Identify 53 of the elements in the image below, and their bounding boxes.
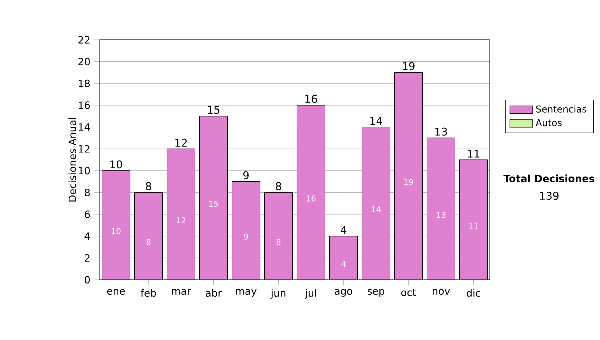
y-tick-label: 20	[78, 58, 90, 66]
data-label: 16	[307, 196, 316, 202]
data-label: 13	[437, 212, 446, 218]
x-tick-label: abr	[206, 289, 222, 298]
data-label: 11	[470, 222, 478, 229]
x-tick-label: mar	[172, 289, 192, 296]
total-label: 10	[110, 160, 122, 169]
x-tick-label: ago	[335, 289, 352, 297]
total-label: 12	[176, 138, 187, 147]
data-label: 15	[210, 201, 218, 208]
data-label: 14	[372, 206, 381, 212]
y-tick-label: 12	[79, 145, 90, 153]
data-label: 4	[342, 261, 346, 267]
x-tick-label: jul	[305, 289, 316, 299]
y-axis-title: Decisiones Anual	[68, 118, 76, 202]
y-tick-label: 16	[79, 102, 90, 110]
x-tick-label: jun	[270, 289, 286, 299]
legend-label: Autos	[536, 120, 562, 126]
y-tick-label: 22	[78, 36, 90, 44]
y-tick-label: 4	[84, 232, 90, 240]
x-tick-label: oct	[402, 289, 416, 296]
data-label: 12	[177, 217, 186, 224]
total-label: 14	[370, 117, 382, 126]
total-label: 19	[403, 62, 415, 70]
data-label: 8	[146, 239, 151, 246]
data-label: 8	[276, 239, 281, 246]
y-tick-label: 18	[79, 80, 90, 88]
legend-label: Sentencias	[536, 106, 587, 113]
data-label: 9	[244, 234, 248, 240]
y-tick-label: 14	[79, 124, 90, 131]
y-tick-label: 0	[85, 276, 90, 284]
data-label: 19	[404, 179, 414, 186]
total-label: 15	[208, 106, 220, 114]
x-tick-label: feb	[140, 289, 156, 298]
total-label: 8	[146, 182, 152, 190]
total-label: 13	[436, 128, 448, 136]
y-tick-label: 2	[85, 254, 90, 262]
x-tick-label: dic	[466, 289, 480, 298]
x-tick-label: ene	[107, 289, 126, 296]
text: 139	[540, 192, 559, 200]
data-label: 10	[112, 228, 121, 234]
total-label: 11	[468, 150, 480, 158]
x-tick-label: nov	[432, 289, 450, 296]
total-label: 8	[276, 182, 282, 190]
y-tick-label: 8	[85, 188, 90, 197]
text: Total Decisiones	[504, 174, 595, 183]
x-tick-label: sep	[368, 289, 385, 297]
y-tick-label: 10	[79, 167, 90, 175]
y-tick-label: 6	[85, 210, 90, 218]
x-tick-label: may	[236, 289, 257, 297]
total-label: 9	[244, 171, 249, 180]
total-label: 16	[306, 95, 318, 104]
total-label: 4	[340, 226, 347, 234]
